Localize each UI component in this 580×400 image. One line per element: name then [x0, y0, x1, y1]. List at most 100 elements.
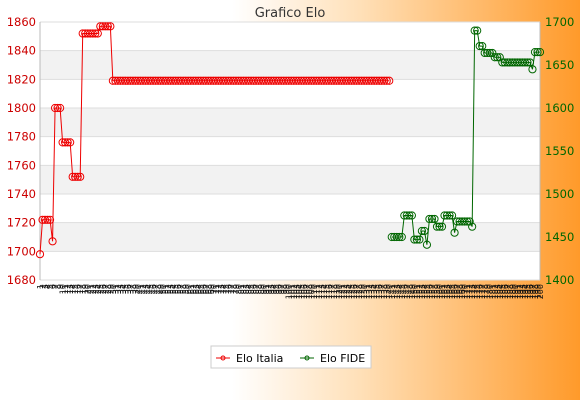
data-point-elo-italia — [106, 22, 115, 31]
data-point-elo-fide — [525, 58, 535, 67]
legend-label-elo-italia: Elo Italia — [236, 352, 283, 365]
x-tick-label: 177 — [478, 284, 487, 299]
x-tick-label: 160 — [435, 284, 444, 299]
x-tick-label: 163 — [443, 284, 452, 299]
legend-marker-elo-italia — [220, 355, 226, 361]
x-tick-label: 74 — [219, 284, 228, 294]
right-tick-label: 1700 — [545, 15, 574, 29]
data-point-elo-italia — [50, 103, 60, 113]
x-tick-label: 1 — [36, 284, 45, 289]
x-tick-label: 179 — [483, 284, 492, 299]
x-tick-label: 197 — [528, 284, 537, 299]
x-axis-ticks: 1234567891011121314151617181920212223242… — [36, 284, 545, 299]
data-point-elo-fide — [447, 211, 457, 220]
x-tick-label: 72 — [214, 284, 223, 294]
x-tick-label: 87 — [252, 284, 261, 294]
data-point-elo-fide — [410, 235, 419, 244]
x-tick-label: 47 — [152, 284, 161, 294]
data-point-elo-fide — [425, 214, 434, 224]
x-tick-label: 15 — [71, 284, 80, 294]
x-tick-label: 51 — [162, 284, 171, 294]
x-tick-label: 136 — [375, 284, 384, 299]
x-tick-label: 131 — [363, 284, 372, 299]
x-tick-label: 185 — [498, 284, 507, 299]
data-point-elo-italia — [63, 138, 72, 147]
x-tick-label: 38 — [129, 284, 138, 294]
x-tick-label: 108 — [305, 284, 314, 299]
x-tick-label: 2 — [39, 284, 48, 289]
x-tick-label: 36 — [124, 284, 133, 294]
x-tick-label: 173 — [468, 284, 477, 299]
data-point-elo-fide — [488, 48, 497, 58]
legend: Elo Italia Elo FIDE — [210, 345, 372, 369]
x-tick-label: 192 — [516, 284, 525, 299]
x-tick-label: 93 — [267, 284, 276, 294]
x-tick-label: 138 — [380, 284, 389, 299]
x-tick-label: 121 — [338, 284, 347, 299]
x-tick-label: 123 — [343, 284, 352, 299]
x-tick-label: 58 — [179, 284, 188, 294]
data-point-elo-italia — [45, 215, 55, 224]
x-tick-label: 145 — [398, 284, 407, 299]
legend-box — [210, 345, 372, 369]
x-tick-label: 190 — [511, 284, 520, 299]
data-point-elo-fide — [422, 240, 432, 249]
x-tick-label: 153 — [418, 284, 427, 299]
x-tick-label: 46 — [149, 284, 158, 294]
x-tick-label: 78 — [229, 284, 238, 294]
data-point-elo-italia — [71, 172, 80, 181]
x-tick-label: 159 — [433, 284, 442, 299]
x-tick-label: 33 — [116, 284, 125, 294]
x-tick-label: 43 — [142, 284, 151, 294]
x-tick-label: 199 — [533, 284, 542, 299]
data-point-elo-fide — [402, 211, 411, 220]
x-tick-label: 114 — [320, 284, 329, 299]
x-tick-label: 52 — [164, 284, 173, 294]
data-point-elo-fide — [432, 222, 442, 231]
x-tick-label: 152 — [415, 284, 424, 299]
x-tick-label: 184 — [496, 284, 505, 299]
data-point-elo-italia — [380, 76, 389, 85]
x-tick-label: 6 — [49, 284, 58, 289]
data-point-elo-fide — [435, 222, 444, 231]
x-tick-label: 149 — [408, 284, 417, 299]
x-tick-label: 21 — [86, 284, 95, 294]
x-tick-label: 82 — [240, 284, 249, 294]
x-tick-label: 166 — [451, 284, 460, 299]
x-tick-label: 68 — [204, 284, 213, 294]
data-point-elo-fide — [420, 226, 429, 236]
data-point-elo-fide — [427, 214, 437, 224]
x-tick-label: 112 — [315, 284, 324, 299]
x-tick-label: 132 — [365, 284, 374, 299]
left-tick-label: 1680 — [7, 273, 36, 287]
data-point-elo-italia — [76, 172, 85, 181]
x-tick-label: 168 — [456, 284, 465, 299]
x-tick-label: 54 — [169, 284, 178, 294]
x-tick-label: 53 — [167, 284, 176, 294]
grid — [39, 21, 541, 281]
x-tick-label: 94 — [270, 284, 279, 294]
data-point-elo-italia — [382, 76, 391, 85]
x-tick-label: 140 — [385, 284, 394, 299]
x-tick-label: 100 — [285, 284, 294, 299]
x-tick-label: 135 — [373, 284, 382, 299]
x-tick-label: 79 — [232, 284, 241, 294]
data-point-elo-fide — [520, 58, 530, 67]
right-axis-ticks: 1400 1450 1500 1550 1600 1650 1700 — [545, 15, 574, 287]
x-tick-label: 90 — [260, 284, 269, 294]
data-point-elo-fide — [528, 65, 537, 74]
x-tick-label: 24 — [94, 284, 103, 294]
x-tick-label: 96 — [275, 284, 284, 294]
x-tick-label: 60 — [184, 284, 193, 294]
x-tick-label: 23 — [91, 284, 100, 294]
x-tick-label: 127 — [353, 284, 362, 299]
x-tick-label: 107 — [302, 284, 311, 299]
x-tick-label: 198 — [531, 284, 540, 299]
data-point-elo-fide — [535, 48, 545, 57]
chart-title: Grafico Elo — [255, 6, 326, 21]
x-tick-label: 148 — [405, 284, 414, 299]
x-tick-label: 194 — [521, 284, 530, 299]
x-tick-label: 45 — [147, 284, 156, 294]
x-tick-label: 11 — [61, 284, 70, 294]
x-tick-label: 116 — [325, 284, 334, 299]
